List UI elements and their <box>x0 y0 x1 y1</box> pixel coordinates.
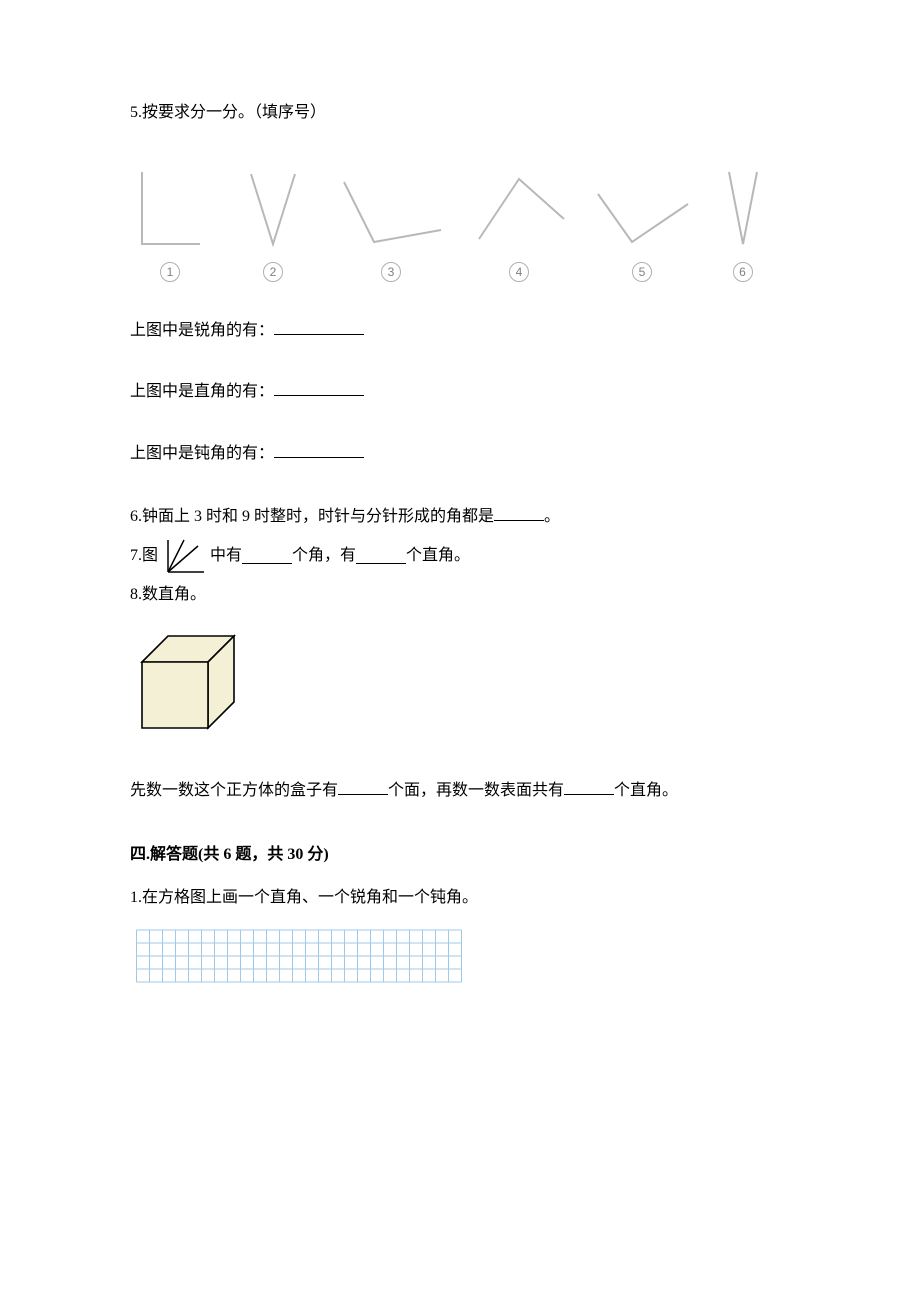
angle-4: 4 <box>469 164 569 282</box>
angle-3-icon <box>336 164 446 254</box>
q7-blank1 <box>242 548 292 564</box>
angle-6-icon <box>715 164 770 254</box>
angle-5: 5 <box>592 164 692 282</box>
angle-6: 6 <box>715 164 770 282</box>
q5-acute-line: 上图中是锐角的有： <box>130 318 790 344</box>
q8-title: 数直角。 <box>142 586 206 603</box>
s4-question-1: 1.在方格图上画一个直角、一个锐角和一个钝角。 <box>130 885 790 991</box>
cube-icon <box>130 624 250 744</box>
question-6: 6.钟面上 3 时和 9 时整时，时针与分针形成的角都是 。 <box>130 504 790 530</box>
q8-para1: 先数一数这个正方体的盒子有 <box>130 782 338 799</box>
q8-blank1 <box>338 779 388 795</box>
q5-obtuse-blank <box>274 442 364 458</box>
q6-number: 6. <box>130 508 142 525</box>
question-5: 5.按要求分一分。（填序号） 1 2 3 4 <box>130 100 790 466</box>
section-4-title: 四.解答题(共 6 题，共 30 分) <box>130 842 790 868</box>
q7-text2: 中有 <box>210 543 242 569</box>
grid-icon <box>130 929 468 983</box>
q5-right-line: 上图中是直角的有： <box>130 379 790 405</box>
angle-label-6: 6 <box>733 262 753 282</box>
q7-text4: 个直角。 <box>406 543 470 569</box>
angle-label-4: 4 <box>509 262 529 282</box>
s4q1-number: 1. <box>130 889 142 906</box>
angles-row: 1 2 3 4 5 <box>130 164 770 282</box>
q8-blank2 <box>564 779 614 795</box>
angle-3: 3 <box>336 164 446 282</box>
q8-number: 8. <box>130 586 142 603</box>
angle-1-icon <box>130 164 210 254</box>
angle-label-3: 3 <box>381 262 401 282</box>
angle-label-5: 5 <box>632 262 652 282</box>
q6-text-before: 钟面上 3 时和 9 时整时，时针与分针形成的角都是 <box>142 508 494 525</box>
q5-obtuse-label: 上图中是钝角的有： <box>130 445 274 462</box>
angle-fan-icon <box>162 536 206 576</box>
s4q1-text: 在方格图上画一个直角、一个锐角和一个钝角。 <box>142 889 478 906</box>
q5-number: 5. <box>130 104 142 121</box>
q7-text1: 图 <box>142 543 158 569</box>
q7-blank2 <box>356 548 406 564</box>
q8-sentence: 先数一数这个正方体的盒子有 个面，再数一数表面共有 个直角。 <box>130 778 790 804</box>
q8-para2: 个面，再数一数表面共有 <box>388 782 564 799</box>
q5-prompt: 5.按要求分一分。（填序号） <box>130 104 326 121</box>
q7-number: 7. <box>130 543 142 569</box>
q5-obtuse-line: 上图中是钝角的有： <box>130 441 790 467</box>
question-7: 7.图 中有 个角，有 个直角。 <box>130 536 790 576</box>
q6-blank <box>494 505 544 521</box>
q5-acute-blank <box>274 319 364 335</box>
angle-1: 1 <box>130 164 210 282</box>
q5-title: 按要求分一分。（填序号） <box>142 104 326 121</box>
q5-right-blank <box>274 380 364 396</box>
angle-label-2: 2 <box>263 262 283 282</box>
q5-right-label: 上图中是直角的有： <box>130 383 274 400</box>
grid-container <box>130 911 790 992</box>
q5-acute-label: 上图中是锐角的有： <box>130 322 274 339</box>
angle-5-icon <box>592 164 692 254</box>
q6-text-after: 。 <box>544 508 560 525</box>
angle-2: 2 <box>233 164 313 282</box>
q8-para3: 个直角。 <box>614 782 678 799</box>
q7-text3: 个角，有 <box>292 543 356 569</box>
angle-4-icon <box>469 164 569 254</box>
angle-2-icon <box>233 164 313 254</box>
angle-label-1: 1 <box>160 262 180 282</box>
question-8: 8.数直角。 先数一数这个正方体的盒子有 个面，再数一数表面共有 个直角。 <box>130 582 790 804</box>
